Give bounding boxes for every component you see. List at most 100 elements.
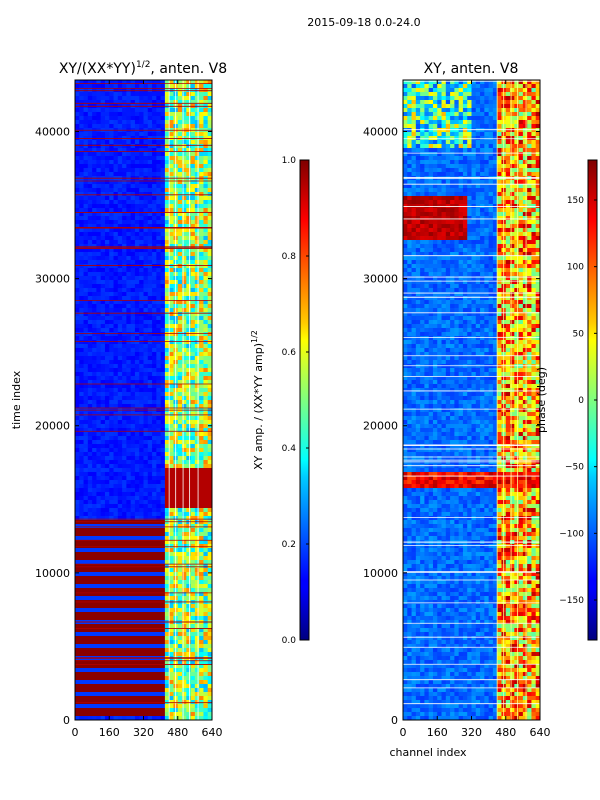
heatmap-cell [169, 376, 174, 381]
heatmap-cell [160, 152, 166, 157]
heatmap-cell [139, 180, 144, 185]
heatmap-cell [92, 516, 97, 521]
heatmap-cell [117, 532, 123, 537]
heatmap-cell [164, 348, 170, 353]
heatmap-cell [164, 424, 170, 429]
heatmap-cell [147, 624, 153, 629]
heatmap-cell [186, 472, 191, 477]
heatmap-cell [104, 108, 110, 113]
heatmap-cell [104, 680, 110, 685]
heatmap-cell [182, 392, 187, 397]
heatmap-cell [186, 340, 191, 345]
heatmap-cell [92, 396, 97, 401]
heatmap-cell [177, 244, 183, 249]
heatmap-cell [143, 632, 149, 637]
heatmap-cell [147, 308, 153, 313]
heatmap-cell [104, 316, 110, 321]
heatmap-cell [194, 484, 200, 489]
heatmap-cell [169, 388, 174, 393]
heatmap-cell [152, 368, 157, 373]
heatmap-cell [122, 476, 127, 481]
heatmap-cell [152, 264, 157, 269]
heatmap-cell [199, 248, 204, 253]
heatmap-cell [139, 484, 144, 489]
heatmap-cell [194, 360, 200, 365]
heatmap-cell [152, 240, 157, 245]
heatmap-cell [75, 692, 80, 697]
heatmap-cell [113, 92, 119, 97]
heatmap-cell [113, 212, 119, 217]
heatmap-cell [152, 512, 157, 517]
heatmap-cell [207, 328, 212, 333]
heatmap-cell [100, 264, 106, 269]
heatmap-cell [199, 488, 204, 493]
heatmap-cell [147, 332, 153, 337]
heatmap-cell [203, 612, 209, 617]
heatmap-cell [139, 256, 144, 261]
heatmap-cell [96, 592, 102, 597]
heatmap-cell [117, 420, 123, 425]
heatmap-cell [203, 692, 209, 697]
heatmap-cell [100, 232, 106, 237]
heatmap-cell [113, 140, 119, 145]
heatmap-cell [130, 360, 136, 365]
heatmap-cell [104, 348, 110, 353]
heatmap-cell [164, 652, 170, 657]
heatmap-cell [190, 116, 196, 121]
heatmap-cell [177, 528, 183, 533]
heatmap-cell [169, 324, 174, 329]
heatmap-cell [177, 660, 183, 665]
heatmap-cell [182, 312, 187, 317]
heatmap-cell [87, 216, 93, 221]
heatmap-cell [190, 120, 196, 125]
heatmap-cell [143, 576, 149, 581]
heatmap-cell [117, 444, 123, 449]
heatmap-cell [87, 240, 93, 245]
heatmap-cell [100, 528, 106, 533]
heatmap-cell [96, 688, 102, 693]
heatmap-cell [139, 564, 144, 569]
heatmap-cell [139, 548, 144, 553]
heatmap-cell [156, 308, 162, 313]
heatmap-cell [83, 476, 89, 481]
heatmap-cell [143, 612, 149, 617]
heatmap-cell [186, 276, 191, 281]
heatmap-cell [147, 496, 153, 501]
heatmap-cell [207, 164, 212, 169]
heatmap-cell [92, 400, 97, 405]
heatmap-cell [199, 200, 204, 205]
heatmap-cell [126, 332, 132, 337]
heatmap-cell [186, 448, 191, 453]
heatmap-cell [109, 236, 114, 241]
heatmap-cell [160, 344, 166, 349]
heatmap-cell [100, 608, 106, 613]
heatmap-cell [75, 340, 80, 345]
heatmap-cell [96, 536, 102, 541]
heatmap-cell [113, 416, 119, 421]
heatmap-cell [75, 388, 80, 393]
heatmap-cell [169, 496, 174, 501]
heatmap-cell [100, 516, 106, 521]
heatmap-cell [156, 400, 162, 405]
heatmap-cell [100, 172, 106, 177]
heatmap-cell [147, 316, 153, 321]
heatmap-cell [207, 644, 212, 649]
heatmap-cell [134, 336, 140, 341]
heatmap-cell [75, 584, 80, 589]
heatmap-cell [109, 168, 114, 173]
heatmap-cell [126, 368, 132, 373]
heatmap-cell [147, 428, 153, 433]
heatmap-cell [139, 272, 144, 277]
heatmap-cell [117, 508, 123, 513]
heatmap-cell [190, 260, 196, 265]
heatmap-cell [134, 696, 140, 701]
heatmap-cell [117, 696, 123, 701]
heatmap-cell [122, 356, 127, 361]
heatmap-cell [164, 320, 170, 325]
heatmap-cell [96, 396, 102, 401]
heatmap-cell [207, 348, 212, 353]
heatmap-cell [207, 428, 212, 433]
heatmap-cell [160, 452, 166, 457]
heatmap-cell [122, 304, 127, 309]
heatmap-cell [126, 152, 132, 157]
